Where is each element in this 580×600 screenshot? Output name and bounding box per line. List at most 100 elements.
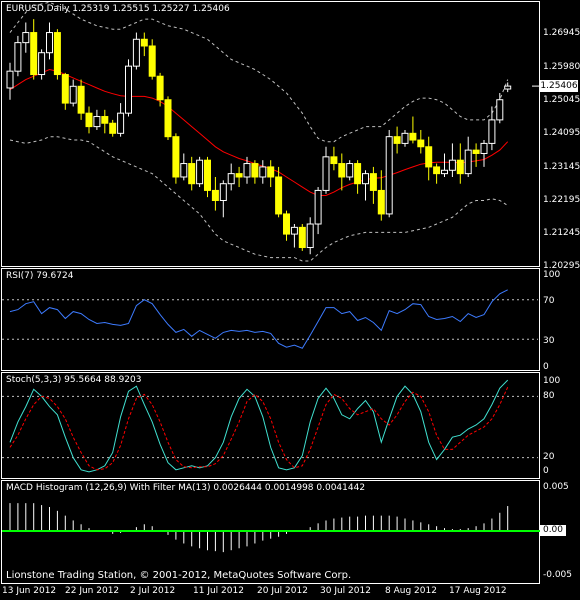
candle-down bbox=[109, 122, 117, 134]
candle-down bbox=[188, 163, 196, 185]
price-pane[interactable]: EURUSD,Daily 1.25319 1.25515 1.25227 1.2… bbox=[1, 1, 540, 267]
candle-down bbox=[298, 226, 306, 249]
candle-up bbox=[480, 142, 488, 154]
candle-up bbox=[22, 32, 30, 44]
candle-up bbox=[6, 70, 14, 89]
price-tick: 1.22195 bbox=[543, 195, 580, 205]
candle-down bbox=[235, 173, 243, 178]
rsi-pane-title: RSI(7) 79.6724 bbox=[6, 271, 74, 281]
stoch-tick: 20 bbox=[543, 452, 555, 462]
candle-down bbox=[393, 136, 401, 144]
bollinger-upper-line bbox=[9, 1, 509, 143]
candle-up bbox=[69, 85, 77, 104]
candle-up bbox=[227, 173, 235, 185]
date-label: 30 Jul 2012 bbox=[320, 586, 371, 596]
price-tick: 1.26945 bbox=[543, 28, 580, 38]
current-price-label: 1.25406 bbox=[540, 80, 578, 92]
candle-up bbox=[488, 119, 496, 144]
candle-up bbox=[259, 166, 267, 178]
candle-down bbox=[275, 176, 283, 215]
stoch-pane[interactable]: Stoch(5,3,3) 95.5664 88.9203 bbox=[1, 372, 540, 479]
price-tick: 1.24095 bbox=[543, 128, 580, 138]
candle-down bbox=[338, 163, 346, 178]
candle-up bbox=[196, 159, 204, 185]
candle-down bbox=[472, 149, 480, 154]
macd-tick: 0.005 bbox=[543, 482, 569, 492]
candle-down bbox=[251, 163, 259, 178]
stoch-tick: 100 bbox=[543, 376, 561, 386]
candle-up bbox=[496, 99, 504, 121]
bollinger-lower-line bbox=[9, 136, 508, 262]
candle-up bbox=[385, 136, 393, 215]
macd-zero-label: 0.00 bbox=[540, 525, 566, 536]
macd-tick: -0.005 bbox=[543, 570, 573, 580]
candle-down bbox=[283, 213, 290, 235]
candle-up bbox=[504, 85, 512, 90]
date-label: 22 Jun 2012 bbox=[65, 586, 120, 596]
date-label: 13 Jun 2012 bbox=[2, 586, 57, 596]
price-pane-title: EURUSD,Daily 1.25319 1.25515 1.25227 1.2… bbox=[6, 4, 230, 14]
candle-down bbox=[369, 173, 377, 191]
candle-down bbox=[377, 189, 385, 215]
candle-down bbox=[164, 99, 172, 138]
candle-up bbox=[464, 149, 472, 175]
candle-up bbox=[346, 163, 354, 178]
candle-down bbox=[211, 189, 219, 202]
candle-up bbox=[362, 173, 369, 185]
candle-down bbox=[148, 45, 156, 77]
candle-down bbox=[409, 132, 417, 141]
candle-down bbox=[417, 139, 425, 148]
candle-up bbox=[93, 116, 101, 128]
candle-down bbox=[85, 112, 93, 128]
candle-up bbox=[125, 65, 132, 114]
candle-down bbox=[77, 85, 85, 114]
rsi-tick: 30 bbox=[543, 336, 555, 346]
candle-down bbox=[30, 32, 38, 76]
candle-down bbox=[101, 116, 109, 124]
date-label: 20 Jul 2012 bbox=[257, 586, 308, 596]
candle-down bbox=[156, 75, 164, 101]
candle-up bbox=[219, 183, 227, 202]
candle-down bbox=[140, 38, 148, 47]
candle-up bbox=[132, 38, 140, 67]
rsi-line bbox=[9, 289, 508, 349]
date-label: 17 Aug 2012 bbox=[449, 586, 507, 596]
candle-up bbox=[448, 159, 456, 171]
copyright-text: Lionstone Trading Station, © 2001-2012, … bbox=[6, 570, 352, 581]
macd-pane-title: MACD Histogram (12,26,9) With Filter MA(… bbox=[6, 483, 366, 493]
rsi-tick: 0 bbox=[543, 362, 549, 372]
candle-down bbox=[456, 159, 464, 175]
rsi-tick: 70 bbox=[543, 296, 555, 306]
candle-down bbox=[204, 159, 211, 191]
candle-down bbox=[433, 166, 441, 175]
candle-up bbox=[441, 169, 448, 175]
stoch-tick: 80 bbox=[543, 391, 555, 401]
candle-up bbox=[306, 223, 314, 249]
stoch-main-line bbox=[9, 379, 509, 473]
candle-up bbox=[243, 163, 251, 178]
candle-up bbox=[46, 32, 53, 54]
candle-down bbox=[61, 74, 69, 104]
rsi-pane[interactable]: RSI(7) 79.6724 bbox=[1, 268, 540, 371]
candle-down bbox=[354, 163, 362, 185]
candle-up bbox=[180, 163, 188, 178]
date-label: 11 Jul 2012 bbox=[193, 586, 244, 596]
candle-down bbox=[425, 146, 433, 168]
candle-up bbox=[117, 112, 125, 134]
candle-down bbox=[267, 166, 275, 178]
candle-down bbox=[53, 32, 61, 76]
price-tick: 1.20295 bbox=[543, 261, 580, 271]
candle-up bbox=[38, 52, 46, 76]
candle-up bbox=[401, 132, 409, 144]
price-tick: 1.25045 bbox=[543, 95, 580, 105]
price-tick: 1.21245 bbox=[543, 228, 580, 238]
rsi-tick: 100 bbox=[543, 270, 561, 280]
stoch-tick: 0 bbox=[543, 466, 549, 476]
candle-up bbox=[314, 189, 322, 225]
candle-up bbox=[322, 156, 330, 191]
candle-up bbox=[14, 42, 22, 72]
moving-average-line bbox=[9, 68, 509, 196]
date-label: 8 Aug 2012 bbox=[385, 586, 437, 596]
